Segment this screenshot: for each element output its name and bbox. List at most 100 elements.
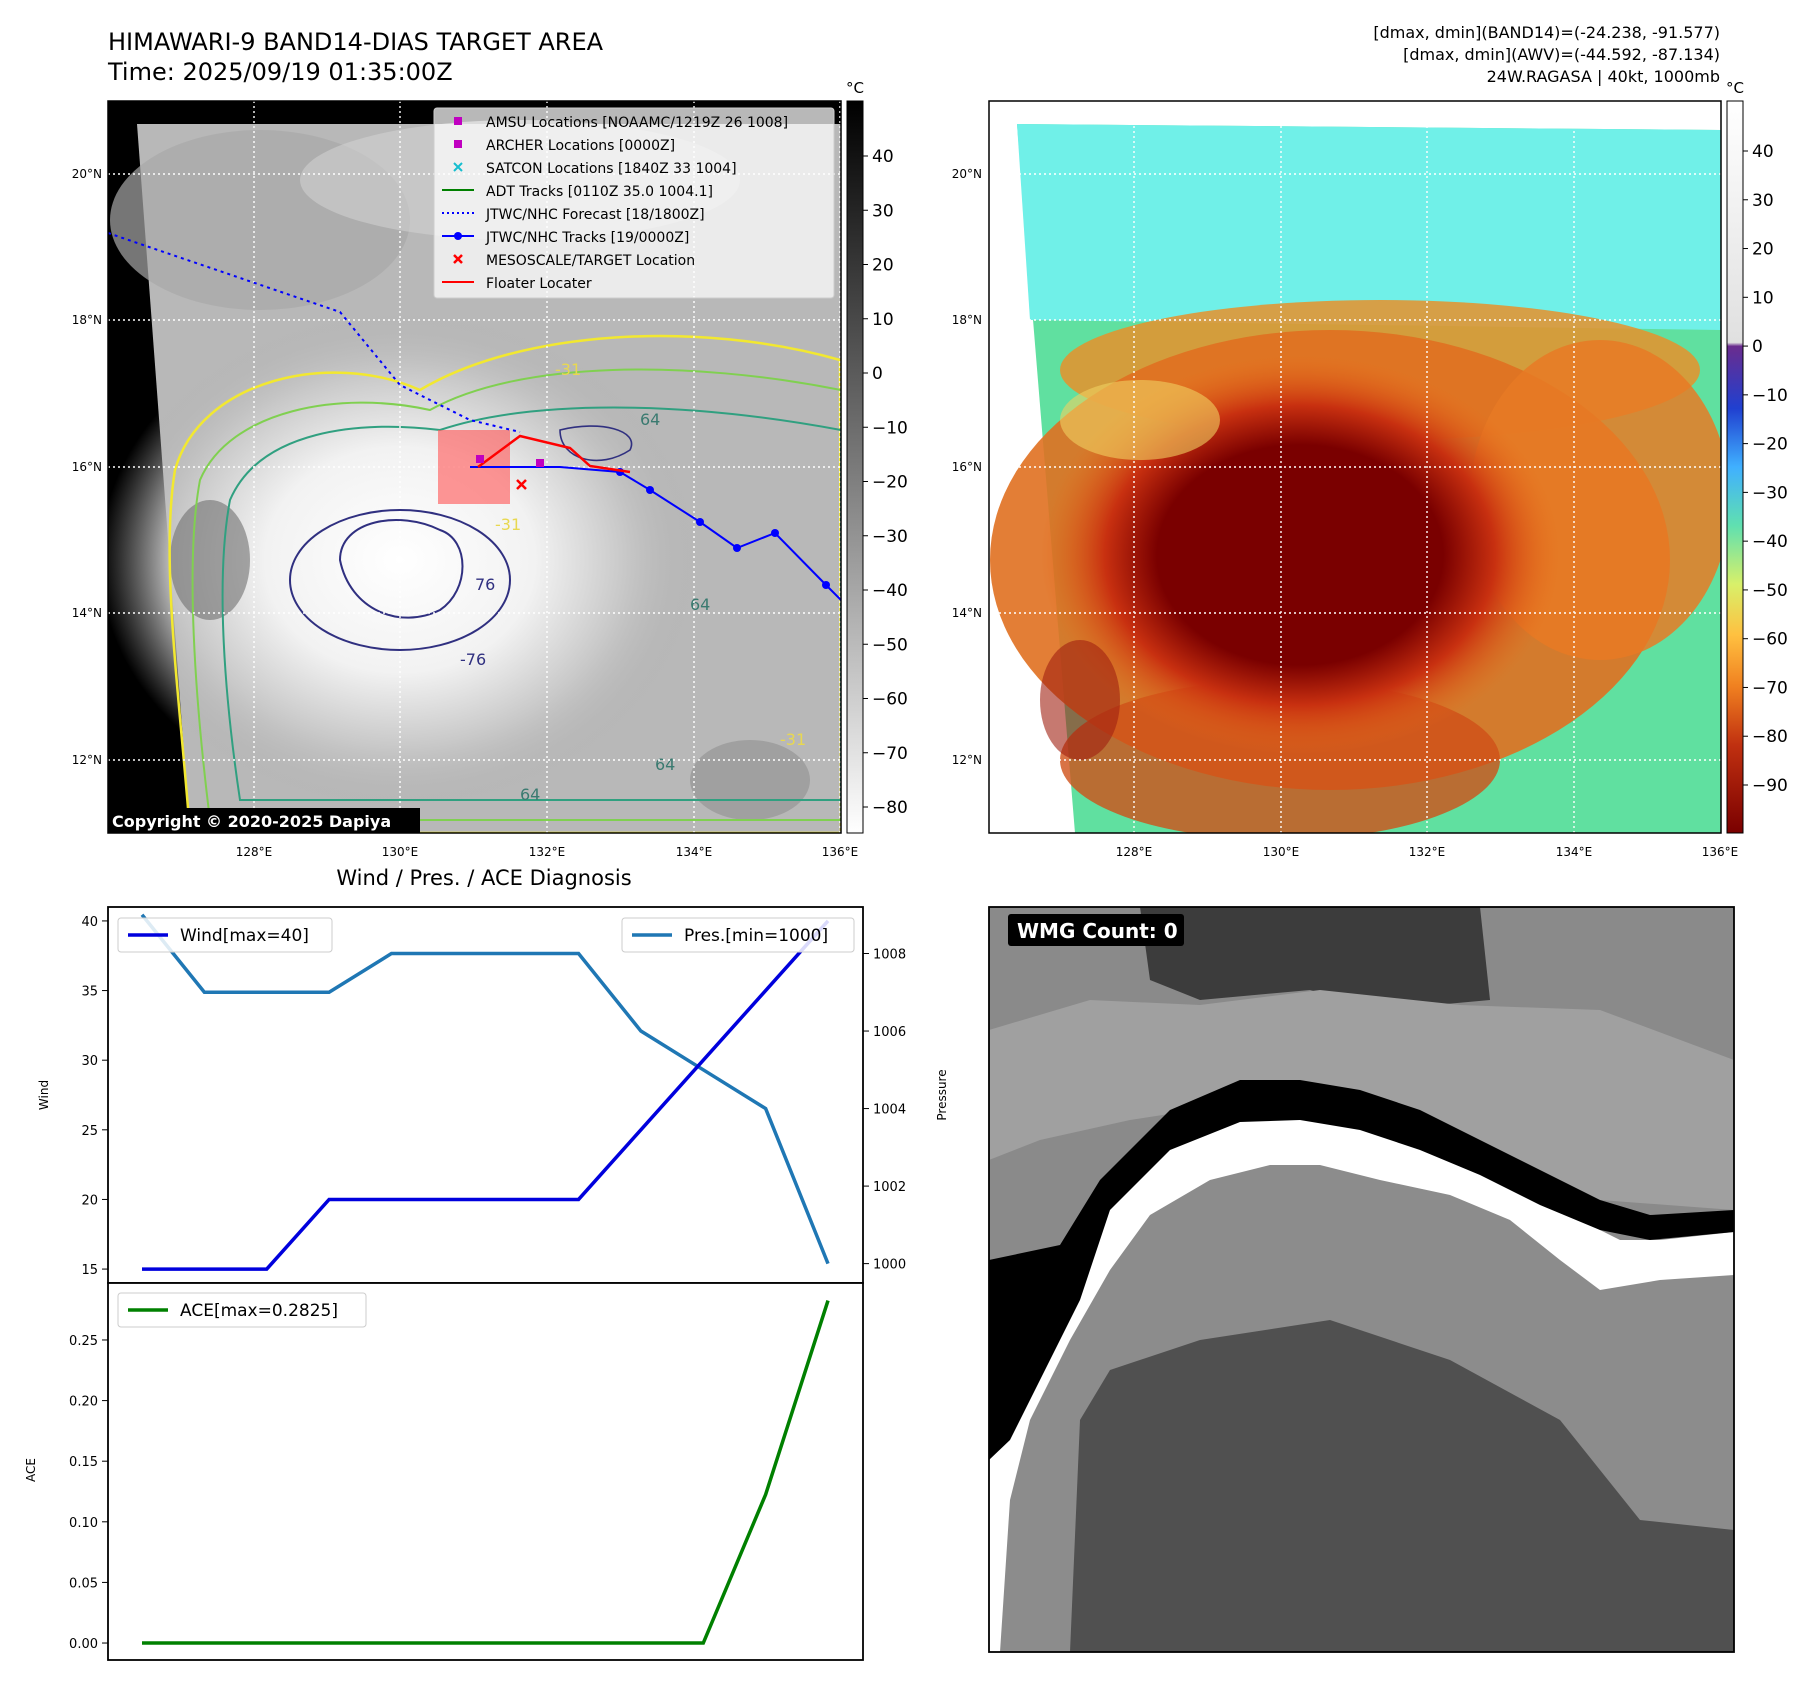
ace-ytick-label: 0.00 [69,1637,98,1652]
lon-tick: 128°E [236,845,273,859]
colorbar-tick-label: −20 [872,473,908,493]
awv-gridlines [989,101,1721,833]
lat-tick: 14°N [952,606,982,620]
wmg-white-ring [989,1100,1734,1652]
wind-ytick-label: 15 [81,1263,98,1278]
ir-contours [168,334,841,833]
lon-tick: 134°E [676,845,713,859]
colorbar-tick-label: −80 [1752,727,1788,747]
colorbar-tick-label: −90 [1752,776,1788,796]
awv-lat-labels: 20°N 18°N 16°N 14°N 12°N [952,167,982,767]
colorbar-tick-label: −60 [872,690,908,710]
contour-label: 64 [690,595,710,614]
colorbar-tick-label: 40 [1752,142,1774,162]
satcon-legend-icon [453,162,463,172]
lon-tick: 136°E [822,845,859,859]
lat-tick: 14°N [72,606,102,620]
contour-label: 76 [475,575,495,594]
colorbar-tick-label: 30 [872,201,894,221]
lon-tick: 132°E [1409,845,1446,859]
ace-ytick-label: 0.25 [69,1334,98,1349]
colorbar-tick-label: −70 [872,744,908,764]
copyright-text: Copyright © 2020-2025 Dapiya [112,812,391,831]
pressure-ytick-label: 1000 [873,1258,906,1273]
colorbar-tick-label: −60 [1752,630,1788,650]
ace-ytick-label: 0.20 [69,1395,98,1410]
colorbar-tick-label: 0 [872,364,883,384]
wind-ytick-label: 20 [81,1193,98,1208]
colorbar-tick-label: −50 [872,635,908,655]
wmg-panel: WMG Count: 0 [988,906,1735,1653]
legend-tracks: JTWC/NHC Tracks [19/0000Z] [485,230,689,246]
colorbar-tick-label: −50 [1752,581,1788,601]
legend-satcon: SATCON Locations [1840Z 33 1004] [486,161,737,177]
archer-location [536,459,544,467]
wind-ytick-label: 35 [81,985,98,1000]
ace-ytick-label: 0.15 [69,1455,98,1470]
legend-amsu: AMSU Locations [NOAAMC/1219Z 26 1008] [486,115,788,131]
ir-lat-labels: 20°N 18°N 16°N 14°N 12°N [72,167,102,767]
diagnosis-title: Wind / Pres. / ACE Diagnosis [336,866,631,890]
wmg-black-ring [989,1080,1734,1460]
ir-contour-labels: -31 64 -31 64 64 76 -76 -31 64 [460,360,806,804]
colorbar-tick-label: −40 [1752,532,1788,552]
colorbar-tick-label: 20 [1752,240,1774,260]
target-location-marker [516,479,527,490]
ir-lon-labels: 128°E 130°E 132°E 134°E 136°E [236,845,859,859]
lon-tick: 130°E [382,845,419,859]
ace-legend-box [117,1292,367,1328]
ace-plot-frame [107,1282,864,1661]
lon-tick: 134°E [1556,845,1593,859]
copyright-bg [108,808,420,833]
pressure-series-line [140,913,830,1265]
wmg-dark-top [1140,907,1490,1010]
ir-colorbar-unit: °C [846,79,864,97]
info-awv-range: [dmax, dmin](AWV)=(-44.592, -87.134) [1403,45,1720,64]
pressure-ytick-label: 1004 [873,1103,906,1118]
contour-label: -31 [495,515,521,534]
lon-tick: 128°E [1116,845,1153,859]
wind-legend-box [117,917,333,953]
figure-time: Time: 2025/09/19 01:35:00Z [107,58,453,86]
lat-tick: 18°N [72,313,102,327]
ace-series-line [142,1300,830,1645]
awv-colorbar [1726,100,1744,834]
ir-storm-cloud [108,310,700,810]
colorbar-tick-label: 30 [1752,191,1774,211]
ir-frame [107,100,842,834]
amsu-location [476,455,484,463]
lat-tick: 16°N [72,460,102,474]
ir-colorbar-ticks: 40 30 20 10 0 −10 −20 −30 −40 −50 −60 −70 −80 [863,147,908,818]
lat-tick: 18°N [952,313,982,327]
legend-target: MESOSCALE/TARGET Location [486,253,695,269]
colorbar-tick-label: −10 [1752,386,1788,406]
colorbar-tick-label: −70 [1752,678,1788,698]
ir-colorbar [846,100,864,834]
forecast-track [108,232,521,433]
wmg-frame [988,906,1735,1653]
pressure-legend-label: Pres.[min=1000] [684,926,828,946]
pressure-ytick-label: 1008 [873,948,906,963]
colorbar-tick-label: 0 [1752,337,1763,357]
info-band14-range: [dmax, dmin](BAND14)=(-24.238, -91.577) [1373,23,1720,42]
figure-title: HIMAWARI-9 BAND14-DIAS TARGET AREA [108,28,604,56]
target-legend-icon [453,254,463,264]
contour-label: -76 [460,650,486,669]
awv-colorbar-unit: °C [1726,79,1744,97]
lat-tick: 12°N [72,753,102,767]
wind-pressure-chart: Wind Pressure 15 20 25 30 35 40 1000 1002 1004 1… [37,906,949,1284]
colorbar-tick-label: −80 [872,798,908,818]
floater-track [477,434,631,474]
contour-label: 64 [520,785,540,804]
pressure-ytick-label: 1006 [873,1025,906,1040]
awv-dry-region [1017,124,1721,330]
wind-axis-label: Wind [37,1080,51,1110]
amsu-legend-icon [454,117,462,125]
pressure-axis-label: Pressure [935,1069,949,1120]
wind-legend-label: Wind[max=40] [180,926,309,946]
colorbar-tick-label: −10 [872,418,908,438]
awv-frame [988,100,1722,834]
awv-lon-labels: 128°E 130°E 132°E 134°E 136°E [1116,845,1739,859]
awv-colorbar-ticks: 40 30 20 10 0 −10 −20 −30 −40 −50 −60 −70 −80 −90 [1743,142,1788,796]
best-track [470,466,841,601]
